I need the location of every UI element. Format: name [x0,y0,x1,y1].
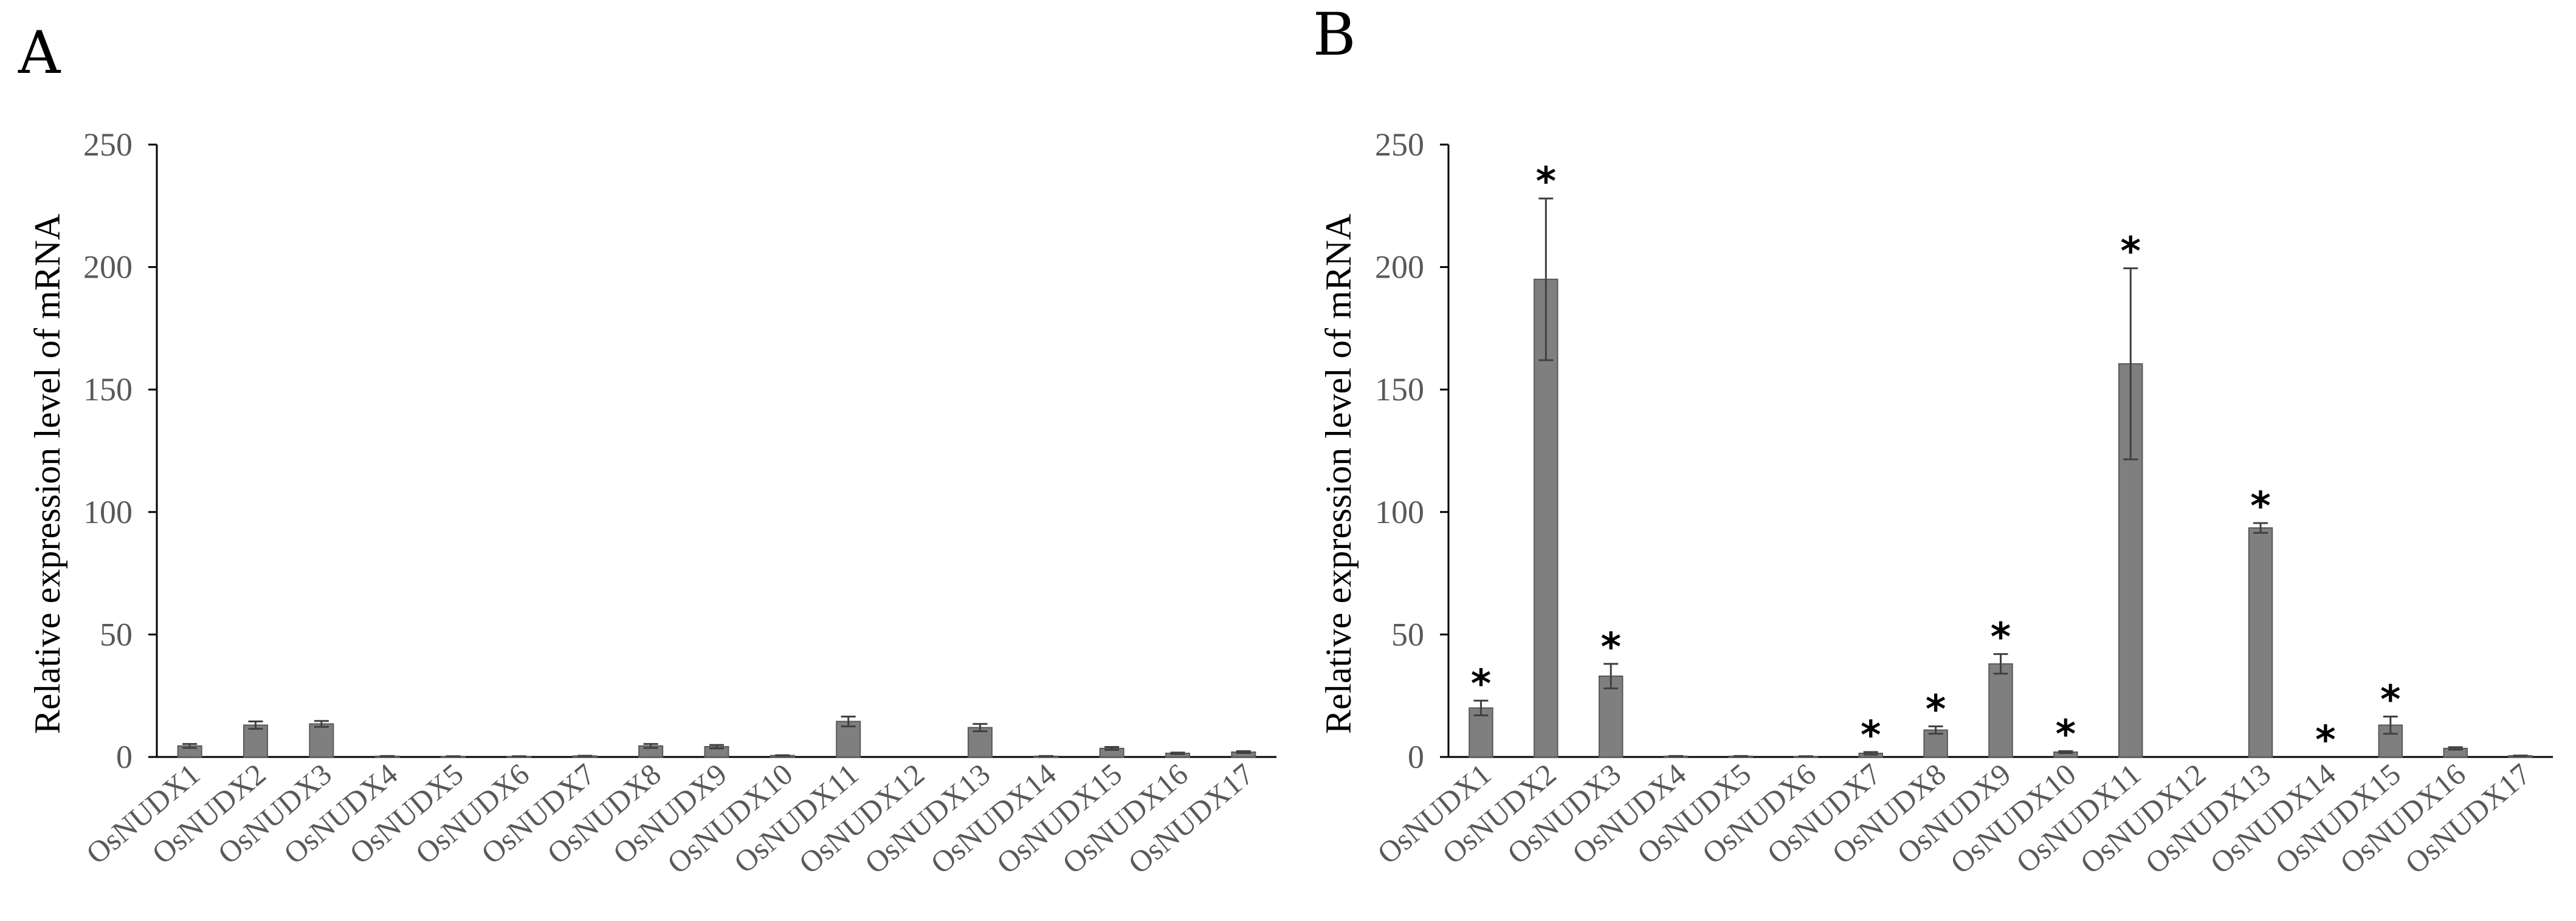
panel-b-significance-marker: * [2121,230,2141,275]
panel-a-bar [243,724,269,758]
panel-b-letter: B [1313,1,1356,69]
panel-a-y-tick-label: 100 [83,494,133,530]
panel-a-y-axis-title: Relative expression level of mRNA [27,214,67,734]
panel-a-bar [836,721,861,758]
panel-b-significance-marker: * [1991,615,2011,660]
panel-b-y-tick-label: 0 [1408,739,1424,775]
panel-b-y-tick-label: 50 [1391,616,1424,652]
panel-b-y-tick-label: 150 [1375,371,1424,408]
panel-b-significance-marker: * [2315,718,2335,763]
panel-b-bar [1469,707,1493,758]
panel-b-significance-marker: * [1926,688,1946,733]
panel-a-y-tick-label: 50 [100,616,133,652]
panel-a-bar [967,727,993,758]
panel-a-chart: A Relative expression level of mRNA 0 50 1… [18,19,1276,880]
panel-b-bar [1598,675,1624,758]
panel-b-significance-marker: * [1861,713,1881,758]
panel-b-significance-marker: * [2056,712,2076,757]
panel-b-bar [2248,527,2273,758]
panel-b-bar [1988,663,2013,758]
panel-b-y-tick-label: 200 [1375,249,1424,286]
panel-a-letter: A [18,19,61,87]
panel-b-significance-marker: * [2380,677,2400,722]
panel-b-y-axis-title: Relative expression level of mRNA [1318,214,1359,734]
panel-b-chart: B Relative expression level of mRNA 0 50 1… [1313,1,2553,880]
panel-b-y-tick-label: 250 [1375,126,1424,163]
panel-a-y-tick-label: 250 [83,126,133,163]
panel-a-y-tick-label: 0 [116,739,133,775]
panel-a-bar [309,723,334,758]
panel-a-y-tick-label: 200 [83,249,133,286]
panel-b-y-tick-label: 100 [1375,494,1424,530]
panel-b-significance-marker: * [1471,662,1491,707]
panel-a-y-tick-label: 150 [83,371,133,408]
panel-b-significance-marker: * [2250,484,2270,529]
panel-b-significance-marker: * [1600,625,1620,670]
panel-b-significance-marker: * [1536,160,1556,205]
